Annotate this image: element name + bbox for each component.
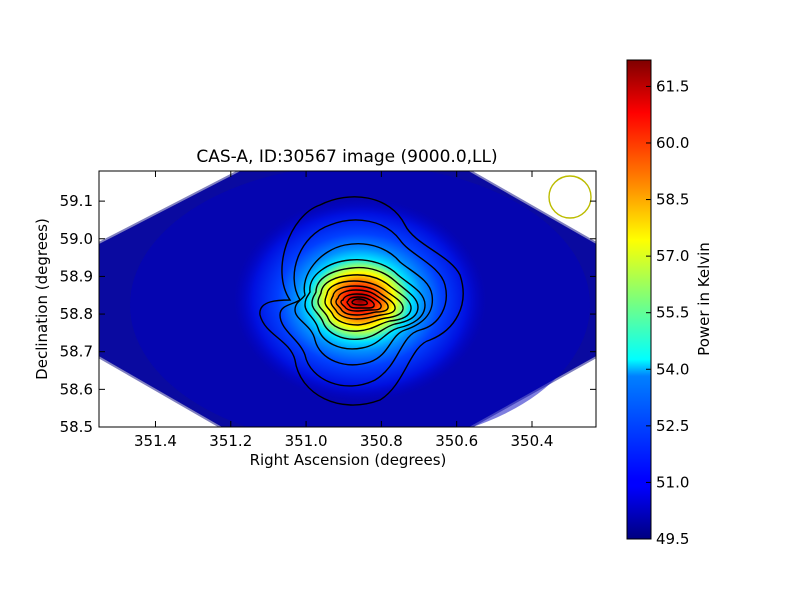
colorbar-tick-label: 49.5	[656, 530, 689, 548]
y-tick-label: 58.8	[60, 305, 93, 323]
y-tick-label: 58.9	[60, 267, 93, 285]
colorbar-tick-label: 52.5	[656, 417, 689, 435]
y-axis-label: Declination (degrees)	[33, 218, 51, 380]
x-tick-label: 350.8	[360, 432, 403, 450]
y-ticks: 58.5 58.6 58.7 58.8 58.9 59.0 59.1	[60, 192, 596, 436]
chart-title: CAS-A, ID:30567 image (9000.0,LL)	[196, 147, 497, 167]
y-tick-label: 59.0	[60, 230, 93, 248]
contour-line	[317, 274, 412, 332]
y-tick-label: 58.7	[60, 343, 93, 361]
contour-line	[340, 293, 382, 312]
y-tick-label: 58.5	[60, 418, 93, 436]
colorbar-label: Power in Kelvin	[695, 242, 713, 356]
axes-frame	[98, 170, 597, 428]
x-tick-label: 351.4	[134, 432, 177, 450]
colorbar-tick-label: 61.5	[656, 77, 689, 95]
plot-area	[99, 171, 596, 427]
contour-line	[335, 289, 389, 316]
x-tick-label: 350.4	[511, 432, 554, 450]
beam-marker	[548, 175, 592, 219]
contour-line	[330, 285, 396, 320]
contour-line	[304, 258, 426, 350]
colorbar-tick-label: 58.5	[656, 191, 689, 209]
y-tick-label: 59.1	[60, 192, 93, 210]
colorbar-tick-label: 51.0	[656, 473, 689, 491]
colorbar-tick-label: 55.5	[656, 304, 689, 322]
colorbar-tick-label: 54.0	[656, 360, 689, 378]
contour-lines	[259, 196, 464, 406]
x-tick-label: 351.0	[285, 432, 328, 450]
contour-line	[351, 298, 369, 306]
x-tick-label: 350.6	[435, 432, 478, 450]
contour-line	[311, 266, 419, 340]
colorbar-tick-label: 57.0	[656, 247, 689, 265]
contour-line	[346, 296, 375, 309]
x-tick-label: 351.2	[209, 432, 252, 450]
x-ticks: 351.4 351.2 351.0 350.8 350.6 350.4	[134, 171, 553, 450]
emission-blob	[210, 180, 510, 420]
contour-line	[324, 280, 404, 326]
y-tick-label: 58.6	[60, 380, 93, 398]
colorbar	[626, 59, 652, 540]
x-axis-label: Right Ascension (degrees)	[250, 451, 447, 469]
colorbar-ticks: 49.5 51.0 52.5 54.0 55.5 57.0 58.5 60.0 61.5	[646, 77, 689, 548]
contour-line	[259, 196, 464, 406]
contour-line	[294, 243, 434, 366]
contour-line	[279, 219, 447, 387]
colorbar-tick-label: 60.0	[656, 134, 689, 152]
